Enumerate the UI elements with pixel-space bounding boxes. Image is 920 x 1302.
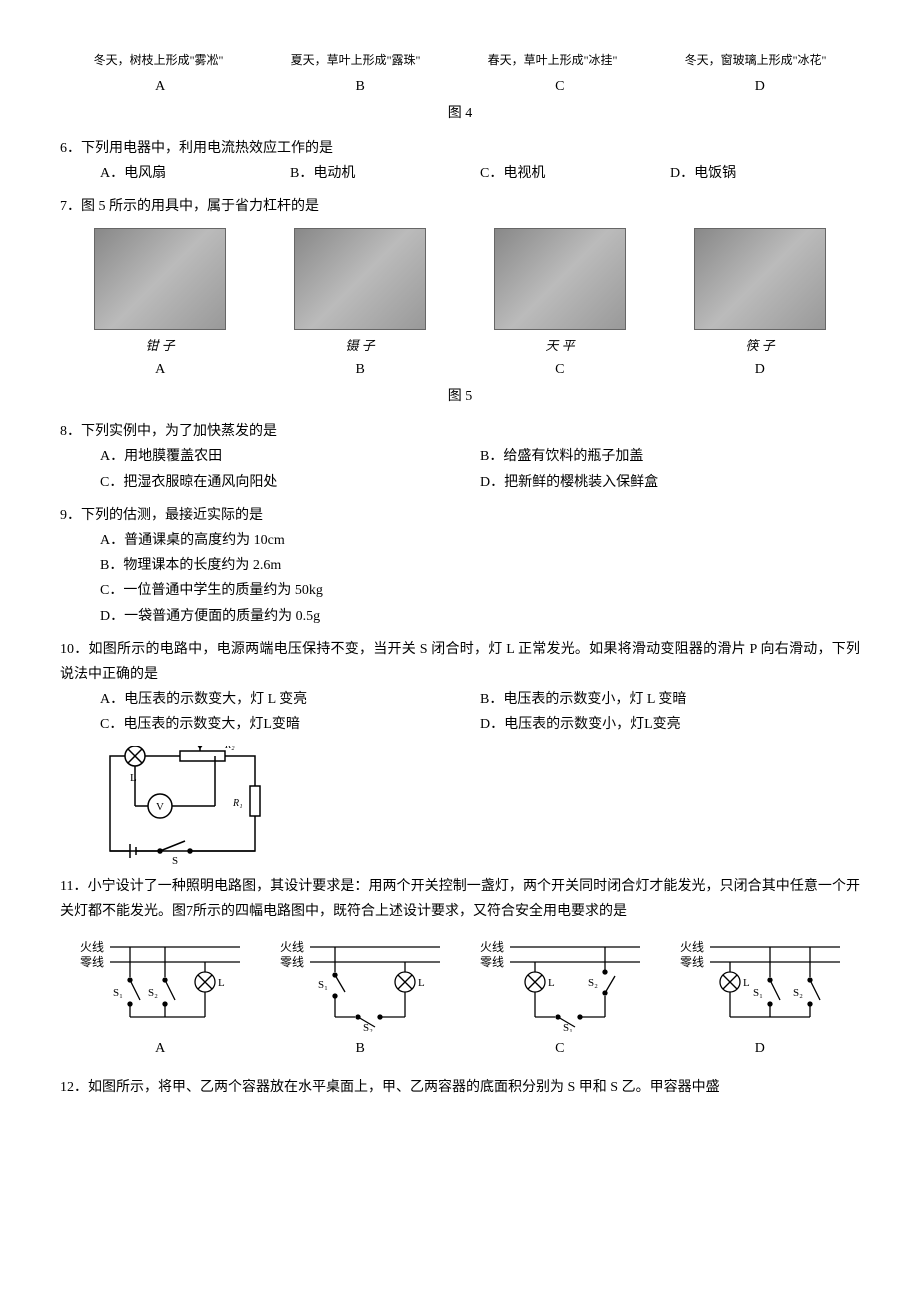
fig4-cap-a: 冬天，树枝上形成"雾凇" (94, 50, 224, 72)
fig4-cap-c: 春天，草叶上形成"冰挂" (488, 50, 618, 72)
pliers-image (94, 228, 226, 330)
fig4-letter-d: D (755, 74, 765, 99)
q11: 11．小宁设计了一种照明电路图，其设计要求是：用两个开关控制一盏灯，两个开关同时… (60, 874, 860, 1062)
q9-opt-a: A．普通课桌的高度约为 10cm (100, 528, 860, 553)
q10-circuit: L V P R₂ R₁ S (60, 746, 860, 866)
q11c-s1: S₁ (563, 1022, 573, 1032)
q7: 7．图 5 所示的用具中，属于省力杠杆的是 钳 子 镊 子 天 平 筷 子 A … (60, 194, 860, 409)
q7-letter-c: C (555, 357, 564, 382)
q11d-l: L (743, 977, 750, 989)
tweezers-image (294, 228, 426, 330)
q7-letter-b: B (356, 357, 365, 382)
q7-cap-a: 钳 子 (145, 334, 174, 357)
q10-label-L: L (130, 772, 137, 784)
q9-opts: A．普通课桌的高度约为 10cm B．物理课本的长度约为 2.6m C．一位普通… (60, 528, 860, 629)
q6-opts: A．电风扇 B．电动机 C．电视机 D．电饭锅 (60, 161, 860, 186)
q11-circuit-d: 火线 零线 L S₁ S₂ (675, 932, 845, 1032)
q11b-s1: S₁ (318, 979, 328, 991)
fig4-label: 图 4 (60, 101, 860, 126)
q7-letters: A B C D (60, 357, 860, 382)
q11a-fire: 火线 (80, 940, 104, 954)
q8-opt-b: B．给盛有饮料的瓶子加盖 (480, 444, 860, 469)
q12: 12．如图所示，将甲、乙两个容器放在水平桌面上，甲、乙两容器的底面积分别为 S … (60, 1075, 860, 1100)
q8-opt-d: D．把新鲜的樱桃装入保鲜盒 (480, 470, 860, 495)
q10-opt-d: D．电压表的示数变小，灯L变亮 (480, 712, 860, 737)
q10-label-R2: R₂ (224, 746, 235, 751)
fig4-cap-b: 夏天，草叶上形成"露珠" (291, 50, 421, 72)
fig4-letter-b: B (356, 74, 365, 99)
q8-opts: A．用地膜覆盖农田 B．给盛有饮料的瓶子加盖 C．把湿衣服晾在通风向阳处 D．把… (60, 444, 860, 494)
q7-images (60, 228, 860, 330)
q10-opt-a: A．电压表的示数变大，灯 L 变亮 (100, 687, 480, 712)
balance-image (494, 228, 626, 330)
q8-opt-a: A．用地膜覆盖农田 (100, 444, 480, 469)
q10-label-V: V (156, 801, 164, 813)
q9-stem: 9．下列的估测，最接近实际的是 (60, 503, 860, 528)
q6-opt-b: B．电动机 (290, 161, 480, 186)
q7-letter-a: A (155, 357, 165, 382)
q8: 8．下列实例中，为了加快蒸发的是 A．用地膜覆盖农田 B．给盛有饮料的瓶子加盖 … (60, 419, 860, 495)
q8-opt-c: C．把湿衣服晾在通风向阳处 (100, 470, 480, 495)
fig4-letters: A B C D (60, 74, 860, 99)
q10: 10．如图所示的电路中，电源两端电压保持不变，当开关 S 闭合时，灯 L 正常发… (60, 637, 860, 866)
q6-opt-d: D．电饭锅 (670, 161, 860, 186)
q10-label-R1: R₁ (232, 798, 243, 809)
q9-opt-c: C．一位普通中学生的质量约为 50kg (100, 578, 860, 603)
q11c-s2: S₂ (588, 977, 598, 989)
q7-stem: 7．图 5 所示的用具中，属于省力杠杆的是 (60, 194, 860, 219)
q6-stem: 6．下列用电器中，利用电流热效应工作的是 (60, 136, 860, 161)
q11b-fire: 火线 (280, 940, 304, 954)
q7-fig-label: 图 5 (60, 384, 860, 409)
fig4-cap-d: 冬天，窗玻璃上形成"冰花" (685, 50, 827, 72)
q10-opts: A．电压表的示数变大，灯 L 变亮 B．电压表的示数变小，灯 L 变暗 C．电压… (60, 687, 860, 737)
q11a-s1: S₁ (113, 987, 123, 999)
fig4-captions: 冬天，树枝上形成"雾凇" 夏天，草叶上形成"露珠" 春天，草叶上形成"冰挂" 冬… (60, 50, 860, 72)
q11c-neutral: 零线 (480, 955, 504, 969)
q11-stem: 11．小宁设计了一种照明电路图，其设计要求是：用两个开关控制一盏灯，两个开关同时… (60, 874, 860, 924)
q11d-neutral: 零线 (680, 955, 704, 969)
q11b-neutral: 零线 (280, 955, 304, 969)
q9-opt-b: B．物理课本的长度约为 2.6m (100, 553, 860, 578)
q12-stem: 12．如图所示，将甲、乙两个容器放在水平桌面上，甲、乙两容器的底面积分别为 S … (60, 1075, 860, 1100)
fig4-letter-a: A (155, 74, 165, 99)
q7-cap-c: 天 平 (545, 334, 574, 357)
q11c-l: L (548, 977, 555, 989)
q11a-s2: S₂ (148, 987, 158, 999)
q6-opt-c: C．电视机 (480, 161, 670, 186)
q11-letter-b: B (356, 1036, 365, 1061)
q7-img-caps: 钳 子 镊 子 天 平 筷 子 (60, 334, 860, 357)
q10-label-S: S (172, 855, 178, 866)
q6: 6．下列用电器中，利用电流热效应工作的是 A．电风扇 B．电动机 C．电视机 D… (60, 136, 860, 186)
q11c-fire: 火线 (480, 940, 504, 954)
q8-stem: 8．下列实例中，为了加快蒸发的是 (60, 419, 860, 444)
q11a-neutral: 零线 (80, 955, 104, 969)
q9-opt-d: D．一袋普通方便面的质量约为 0.5g (100, 604, 860, 629)
q11-circuits: 火线 零线 S₁ S₂ L 火线 零线 S₁ (60, 932, 860, 1032)
q10-opt-b: B．电压表的示数变小，灯 L 变暗 (480, 687, 860, 712)
q11d-s1: S₁ (753, 987, 763, 999)
q11b-s2: S₂ (363, 1022, 373, 1032)
q11a-l: L (218, 977, 225, 989)
chopsticks-image (694, 228, 826, 330)
q7-cap-b: 镊 子 (345, 334, 374, 357)
q11-circuit-b: 火线 零线 S₁ S₂ L (275, 932, 445, 1032)
q11d-fire: 火线 (680, 940, 704, 954)
q11-letter-d: D (755, 1036, 765, 1061)
q7-cap-d: 筷 子 (745, 334, 774, 357)
q10-opt-c: C．电压表的示数变大，灯L变暗 (100, 712, 480, 737)
q11-circuit-a: 火线 零线 S₁ S₂ L (75, 932, 245, 1032)
q6-opt-a: A．电风扇 (100, 161, 290, 186)
q11b-l: L (418, 977, 425, 989)
q11-letters: A B C D (60, 1036, 860, 1061)
q10-stem: 10．如图所示的电路中，电源两端电压保持不变，当开关 S 闭合时，灯 L 正常发… (60, 637, 860, 687)
q11-circuit-c: 火线 零线 L S₂ S₁ (475, 932, 645, 1032)
q10-circuit-svg: L V P R₂ R₁ S (100, 746, 270, 866)
q11-letter-c: C (555, 1036, 564, 1061)
q9: 9．下列的估测，最接近实际的是 A．普通课桌的高度约为 10cm B．物理课本的… (60, 503, 860, 629)
q11d-s2: S₂ (793, 987, 803, 999)
q11-letter-a: A (155, 1036, 165, 1061)
q7-letter-d: D (755, 357, 765, 382)
fig4-letter-c: C (555, 74, 564, 99)
